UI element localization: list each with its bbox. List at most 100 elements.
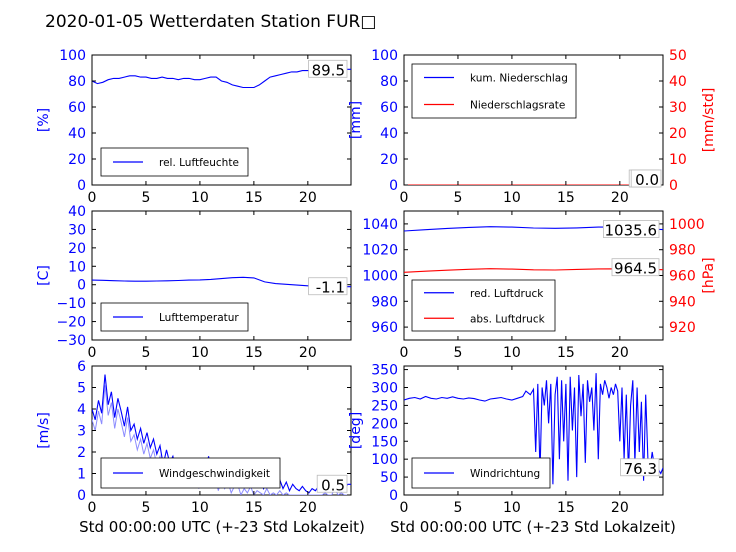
y-tick-label: 6 bbox=[77, 359, 86, 375]
y-tick-label: 60 bbox=[380, 100, 398, 116]
x-tick-label: 0 bbox=[400, 500, 409, 516]
y-tick-label: 10 bbox=[68, 259, 86, 275]
y-tick-label: 20 bbox=[380, 152, 398, 168]
legend-label: Lufttemperatur bbox=[159, 312, 239, 324]
x-tick-label: 0 bbox=[88, 345, 97, 361]
y-tick-label: 40 bbox=[68, 204, 86, 220]
y-tick-label: 80 bbox=[68, 74, 86, 90]
series-line-wind_dir-0 bbox=[404, 373, 663, 485]
final-value: 1035.6 bbox=[605, 222, 658, 240]
legend: Windrichtung bbox=[411, 457, 551, 489]
x-axis-label-right: Std 00:00:00 UTC (+-23 Std Lokalzeit) bbox=[390, 518, 676, 536]
final-value: 0.5 bbox=[321, 476, 345, 494]
legend-label: Windgeschwindigkeit bbox=[159, 468, 270, 480]
x-tick-label: 15 bbox=[557, 345, 575, 361]
y-tick-label: 0 bbox=[389, 488, 398, 504]
y-axis-label: [deg] bbox=[348, 412, 364, 449]
y-tick-label: 0 bbox=[389, 178, 398, 194]
x-tick-label: 5 bbox=[141, 190, 150, 206]
figure-title: 2020-01-05 Wetterdaten Station FUR□ bbox=[45, 12, 376, 32]
x-tick-label: 5 bbox=[453, 190, 462, 206]
x-tick-label: 20 bbox=[299, 345, 317, 361]
final-value-box bbox=[308, 277, 348, 296]
y-tick-label: 0 bbox=[77, 178, 86, 194]
y2-tick-label: 960 bbox=[669, 269, 696, 285]
y-tick-label: 50 bbox=[380, 470, 398, 486]
x-tick-label: 0 bbox=[400, 345, 409, 361]
y2-tick-label: 920 bbox=[669, 320, 696, 336]
x-axis-label-left: Std 00:00:00 UTC (+-23 Std Lokalzeit) bbox=[79, 518, 365, 536]
y-tick-label: 980 bbox=[371, 294, 398, 310]
y-tick-label: 250 bbox=[371, 398, 398, 414]
x-tick-label: 20 bbox=[611, 500, 629, 516]
y2-tick-label: 50 bbox=[669, 48, 687, 64]
final-value-secondary: 0.0 bbox=[635, 171, 659, 189]
y-tick-label: 40 bbox=[380, 126, 398, 142]
x-tick-label: 5 bbox=[141, 345, 150, 361]
panel-wind_speed: 0 5 10 15 20 0 1 2 3 4 5 6 [m/s] 0.5 Windgeschwindigke… bbox=[36, 359, 352, 516]
legend-label: abs. Luftdruck bbox=[470, 313, 546, 325]
y-tick-label: 1040 bbox=[362, 217, 398, 233]
legend: red. Luftdruck abs. Luftdruck bbox=[411, 279, 556, 332]
x-tick-label: 5 bbox=[141, 500, 150, 516]
legend-label: Windrichtung bbox=[470, 468, 540, 480]
y-tick-label: 2 bbox=[77, 445, 86, 461]
panel-precip: 0 5 10 15 20 0 20 40 60 80 100 0 10 20 30 40 50 [mm] [mm/s… bbox=[348, 48, 717, 206]
x-tick-label: 10 bbox=[503, 190, 521, 206]
x-tick-label: 20 bbox=[299, 190, 317, 206]
y-tick-label: 3 bbox=[77, 424, 86, 440]
legend: Lufttemperatur bbox=[100, 302, 249, 332]
y-tick-label: 20 bbox=[68, 152, 86, 168]
panel-wind_dir: 0 5 10 15 20050100150200250300350[deg]76.3Wi… bbox=[348, 363, 664, 516]
x-tick-label: 0 bbox=[88, 500, 97, 516]
y-tick-label: 150 bbox=[371, 434, 398, 450]
y-tick-label: 350 bbox=[371, 363, 398, 379]
x-tick-label: 0 bbox=[88, 190, 97, 206]
y2-tick-label: 940 bbox=[669, 294, 696, 310]
x-tick-label: 5 bbox=[453, 345, 462, 361]
y-tick-label: 40 bbox=[68, 126, 86, 142]
panel-temperature: 0 5 10 15 20 −30 −20 −10 0 10 20 30 40 [C] -1.1 Lufttem… bbox=[36, 204, 352, 361]
x-tick-label: 20 bbox=[611, 345, 629, 361]
legend-box bbox=[411, 63, 577, 119]
legend-label: kum. Niederschlag bbox=[470, 73, 568, 85]
x-tick-label: 10 bbox=[503, 345, 521, 361]
x-tick-label: 15 bbox=[245, 345, 263, 361]
final-value-secondary: 964.5 bbox=[614, 260, 657, 278]
y-tick-label: 4 bbox=[77, 402, 86, 418]
final-value-box bbox=[620, 458, 660, 477]
panel-humidity: 0 5 10 15 20 0 20 40 60 80 100 [%] 89.5 rel. Luftfeuc… bbox=[36, 48, 352, 206]
y-tick-label: 0 bbox=[77, 278, 86, 294]
x-tick-label: 0 bbox=[400, 190, 409, 206]
x-tick-label: 15 bbox=[245, 500, 263, 516]
y-axis-label: [%] bbox=[36, 108, 52, 132]
x-tick-label: 15 bbox=[557, 190, 575, 206]
y-tick-label: 960 bbox=[371, 320, 398, 336]
legend-box bbox=[411, 279, 556, 332]
legend: kum. Niederschlag Niederschlagsrate bbox=[411, 63, 577, 119]
y-tick-label: 300 bbox=[371, 381, 398, 397]
final-value-secondary-box bbox=[630, 169, 662, 188]
x-tick-label: 10 bbox=[191, 190, 209, 206]
y-axis-label: [m/s] bbox=[36, 412, 52, 449]
final-value: 89.5 bbox=[312, 61, 345, 79]
y2-tick-label: 10 bbox=[669, 152, 687, 168]
series-line-humidity-0 bbox=[92, 68, 351, 89]
y-tick-label: 100 bbox=[371, 48, 398, 64]
y-tick-label: −10 bbox=[56, 296, 86, 312]
y-tick-label: 1 bbox=[77, 467, 86, 483]
y-tick-label: 80 bbox=[380, 74, 398, 90]
y2-tick-label: 980 bbox=[669, 243, 696, 259]
legend-label: Niederschlagsrate bbox=[470, 100, 565, 112]
legend-label: rel. Luftfeuchte bbox=[159, 157, 239, 169]
x-tick-label: 15 bbox=[557, 500, 575, 516]
y-tick-label: 100 bbox=[59, 48, 86, 64]
y-tick-label: −20 bbox=[56, 315, 86, 331]
y2-axis-label: [hPa] bbox=[701, 257, 717, 293]
y-tick-label: 60 bbox=[68, 100, 86, 116]
final-value: 76.3 bbox=[624, 460, 657, 478]
y2-tick-label: 40 bbox=[669, 74, 687, 90]
x-tick-label: 20 bbox=[299, 500, 317, 516]
y-tick-label: 1000 bbox=[362, 269, 398, 285]
